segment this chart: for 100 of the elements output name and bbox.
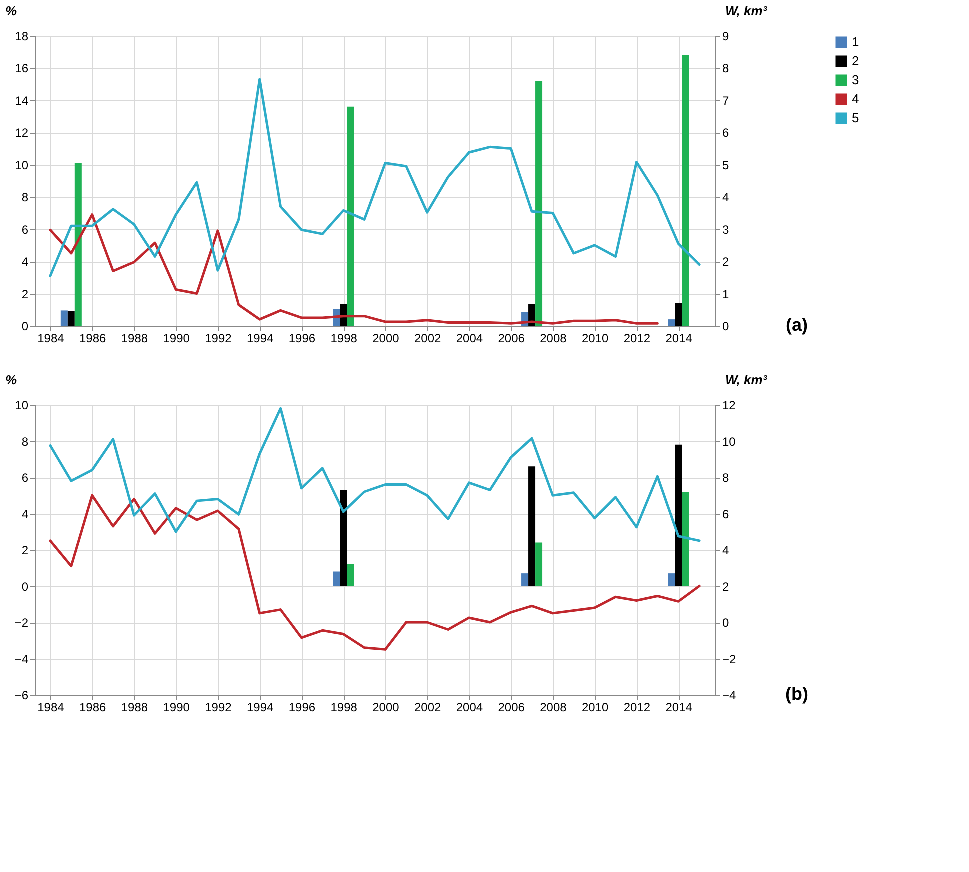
x-tick-label: 2000 (372, 700, 400, 714)
x-tick-label: 1994 (246, 332, 274, 346)
y2-tick-label: −2 (722, 652, 737, 666)
y-tick-label: 18 (15, 30, 29, 44)
y2-tick-label: 3 (722, 222, 730, 237)
y2-tick-label: 4 (722, 544, 730, 558)
y2-tick-label: 6 (722, 126, 730, 140)
text: (b) (786, 684, 808, 704)
text: (a) (786, 315, 808, 335)
line-series (49, 407, 701, 542)
y2-tick-label: −4 (722, 688, 737, 702)
x-tick-label: 1992 (205, 332, 232, 346)
y2-tick-label: 5 (722, 158, 730, 172)
line-series (49, 78, 701, 278)
y-tick-label: 16 (15, 62, 29, 76)
x-tick-label: 2012 (624, 332, 651, 346)
y2-tick-label: 10 (722, 434, 736, 449)
x-tick-label: 1990 (163, 332, 190, 346)
x-tick-label: 2008 (540, 700, 568, 714)
y2-tick-label: 1 (722, 287, 730, 302)
y-tick-label: −4 (14, 652, 29, 666)
bar (675, 444, 682, 586)
bar (347, 564, 354, 586)
line-series (49, 494, 701, 651)
y-tick-label: 6 (22, 222, 29, 237)
bar (522, 574, 529, 586)
y-tick-label: −2 (14, 616, 29, 630)
bar (528, 466, 536, 586)
y2-tick-label: 7 (722, 94, 730, 108)
x-tick-label: 2006 (498, 332, 526, 346)
y2-axis-title: W, km³ (726, 4, 768, 18)
legend-label: 3 (852, 72, 860, 88)
x-tick-label: 2012 (624, 700, 651, 714)
bar (68, 312, 75, 326)
x-tick-label: 2002 (414, 700, 442, 714)
bar (668, 320, 676, 326)
x-tick-label: 2010 (582, 700, 610, 714)
y-tick-label: 8 (22, 434, 29, 449)
x-tick-label: 2000 (372, 332, 400, 346)
bar (682, 55, 690, 326)
x-tick-label: 1984 (38, 332, 65, 346)
bar (682, 492, 690, 586)
line-series (49, 214, 659, 325)
y-tick-label: 10 (15, 398, 29, 412)
x-tick-label: 1998 (330, 700, 358, 714)
y2-axis-title: W, km³ (726, 372, 768, 388)
y-tick-label: 4 (22, 255, 29, 270)
x-tick-label: 1988 (121, 332, 148, 346)
x-tick-label: 1992 (205, 700, 232, 714)
bar (536, 542, 543, 586)
bar (536, 81, 543, 326)
x-tick-label: 1984 (38, 700, 65, 714)
y-axis-title: % (6, 4, 18, 18)
y-tick-label: 10 (15, 158, 29, 172)
x-tick-label: 2004 (456, 332, 484, 346)
y2-tick-label: 8 (722, 471, 730, 485)
x-tick-label: 2014 (666, 700, 693, 714)
y2-tick-label: 0 (722, 616, 730, 630)
y-tick-label: 0 (22, 580, 29, 594)
x-tick-label: 1988 (121, 700, 148, 714)
bar (668, 574, 676, 586)
y-tick-label: 6 (22, 471, 29, 485)
y-tick-label: 0 (22, 320, 29, 334)
x-tick-label: 2010 (582, 332, 610, 346)
x-tick-label: 1990 (163, 700, 190, 714)
bar (60, 310, 68, 326)
y2-tick-label: 12 (722, 398, 736, 412)
x-tick-label: 2004 (456, 700, 484, 714)
y2-tick-label: 0 (722, 320, 730, 334)
y2-tick-label: 2 (722, 580, 730, 594)
legend-label: 2 (852, 54, 860, 68)
x-tick-label: 2006 (498, 700, 526, 714)
bar (333, 572, 340, 586)
y2-tick-label: 9 (722, 30, 730, 44)
y-tick-label: −6 (14, 688, 29, 702)
x-tick-label: 2014 (666, 332, 693, 346)
y-tick-label: 2 (22, 287, 29, 302)
x-tick-label: 2008 (540, 332, 568, 346)
y2-tick-label: 8 (722, 62, 730, 76)
y-tick-label: 14 (15, 94, 29, 108)
y2-tick-label: 6 (722, 507, 730, 522)
x-tick-label: 2002 (414, 332, 442, 346)
x-tick-label: 1996 (288, 700, 316, 714)
y-tick-label: 2 (22, 544, 29, 558)
bar (347, 106, 354, 326)
bar (340, 490, 348, 586)
y2-tick-label: 2 (722, 255, 730, 270)
y-tick-label: 12 (15, 126, 29, 140)
y-tick-label: 8 (22, 190, 29, 205)
bar (74, 163, 82, 326)
y2-tick-label: 4 (722, 190, 730, 205)
x-tick-label: 1998 (330, 332, 358, 346)
legend-label: 4 (852, 92, 860, 106)
x-tick-label: 1986 (79, 332, 107, 346)
legend-label: 1 (852, 34, 860, 50)
x-tick-label: 1996 (288, 332, 316, 346)
x-tick-label: 1994 (246, 700, 274, 714)
y-tick-label: 4 (22, 507, 29, 522)
bar (675, 303, 682, 326)
x-tick-label: 1986 (79, 700, 107, 714)
